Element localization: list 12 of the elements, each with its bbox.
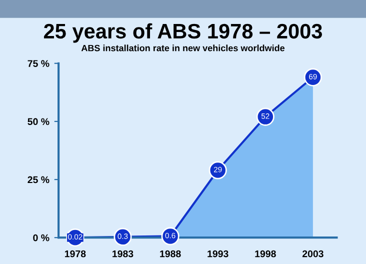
chart-title: 25 years of ABS 1978 – 2003 xyxy=(44,23,322,43)
x-tick-label: 1988 xyxy=(160,250,181,258)
y-tick-label: 50 % xyxy=(28,118,50,126)
y-tick-label: 0 % xyxy=(33,234,50,242)
x-tick-label: 1998 xyxy=(255,250,276,258)
x-tick-label: 1978 xyxy=(65,250,86,258)
y-tick-label: 75 % xyxy=(28,60,50,67)
chart-subtitle: ABS installation rate in new vehicles worldwide xyxy=(81,44,285,52)
x-tick-label: 1983 xyxy=(112,250,134,258)
x-tick-label: 1993 xyxy=(208,250,228,258)
y-tick-label: 25 % xyxy=(28,176,50,184)
x-tick-label: 2003 xyxy=(302,250,324,258)
